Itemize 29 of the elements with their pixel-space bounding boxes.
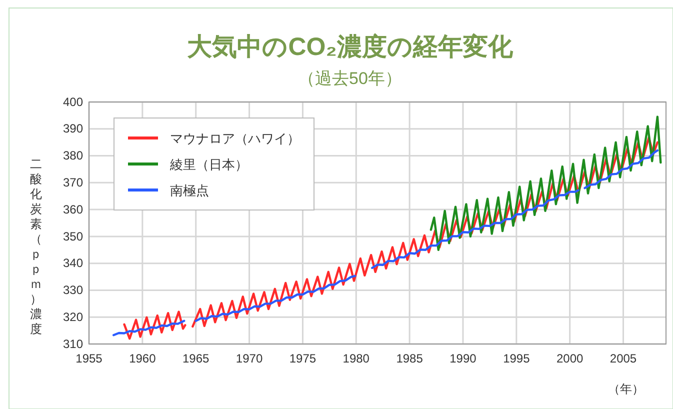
- x-tick-label: 1975: [289, 352, 316, 366]
- text: 二酸化炭素（ｐｐｍ）濃度: [30, 157, 42, 336]
- y-tick-label: 310: [62, 336, 84, 351]
- x-tick-label: 1980: [342, 352, 370, 366]
- y-tick-label: 320: [62, 310, 84, 324]
- x-tick-label: 1995: [503, 352, 530, 366]
- y-tick-label: 330: [62, 283, 84, 298]
- line-series: [430, 116, 662, 251]
- chart-subtitle: （過去50年）: [298, 69, 402, 88]
- x-tick-label: 1990: [450, 352, 477, 366]
- y-tick-label: 370: [62, 176, 84, 190]
- y-tick-label: 350: [62, 229, 84, 244]
- x-tick-label: 1970: [236, 352, 263, 366]
- y-tick-label: 340: [62, 256, 84, 270]
- chart-title: 大気中のCO₂濃度の経年変化: [187, 33, 514, 61]
- legend-label: 綾里（日本）: [169, 157, 248, 172]
- x-tick-label: 2000: [556, 352, 584, 366]
- x-tick-label: 1955: [76, 352, 103, 366]
- legend-label: 南極点: [170, 183, 209, 198]
- x-tick-label: 1985: [396, 352, 424, 366]
- y-tick-label: 390: [62, 122, 84, 136]
- y-tick-label: 360: [62, 202, 84, 216]
- x-tick-label: 1965: [182, 352, 210, 366]
- y-tick-label: 400: [62, 94, 84, 109]
- x-tick-label: 1960: [129, 352, 156, 366]
- x-axis-title: （年）: [608, 382, 644, 396]
- legend-label: マウナロア（ハワイ）: [170, 131, 300, 146]
- y-tick-label: 380: [62, 148, 84, 163]
- x-tick-label: 2005: [610, 352, 637, 366]
